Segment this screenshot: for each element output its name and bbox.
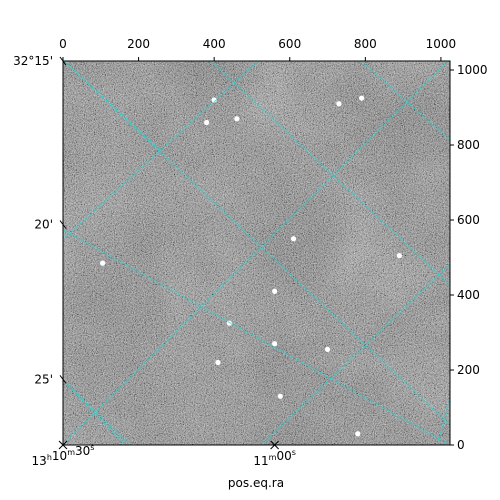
left-dec-axis: 32°15' 20' 25' xyxy=(13,54,67,386)
bright-source xyxy=(272,288,278,294)
ra-tick xyxy=(270,440,279,450)
dec-tick-label: 20' xyxy=(34,218,53,232)
right-tick-label: 200 xyxy=(457,363,480,377)
bottom-ra-axis: 13h10m30s 11m00s xyxy=(32,440,296,468)
bright-source xyxy=(211,97,217,103)
top-tick-label: 1000 xyxy=(426,37,457,51)
bright-source xyxy=(290,236,297,242)
dec-tick-label: 25' xyxy=(34,372,53,386)
x-axis-label: pos.eq.ra xyxy=(228,476,284,490)
bright-source xyxy=(324,346,331,352)
right-pixel-axis: 0 200 400 600 800 1000 xyxy=(450,63,488,452)
bright-source xyxy=(272,341,278,347)
dec-tick xyxy=(59,375,67,384)
grid-line xyxy=(63,61,260,241)
ra-tick-label: 11m00s xyxy=(253,448,296,468)
ra-tick xyxy=(58,440,68,450)
top-pixel-axis: 0 200 400 600 800 1000 xyxy=(59,37,456,61)
grid-line xyxy=(437,399,450,445)
top-tick-label: 600 xyxy=(278,37,301,51)
right-tick-label: 800 xyxy=(457,138,480,152)
bright-source xyxy=(234,116,240,122)
top-tick-label: 0 xyxy=(59,37,67,51)
grid-line xyxy=(63,229,450,445)
grid-line xyxy=(261,264,450,445)
bright-source xyxy=(100,260,106,266)
bright-sources xyxy=(100,95,402,437)
grid-line xyxy=(360,61,450,141)
right-tick-label: 0 xyxy=(457,438,465,452)
grid-line xyxy=(63,61,450,426)
plot-frame xyxy=(62,60,451,446)
bright-source xyxy=(396,253,402,259)
coordinate-grid xyxy=(63,61,450,445)
dec-tick xyxy=(59,56,67,66)
bright-source xyxy=(204,119,210,126)
right-tick-label: 1000 xyxy=(457,63,488,77)
top-tick-label: 800 xyxy=(354,37,377,51)
grid-line xyxy=(63,379,126,445)
dec-tick-label: 32°15' xyxy=(13,54,53,68)
bright-source xyxy=(355,431,361,437)
grid-line xyxy=(63,379,131,445)
bright-source xyxy=(215,359,221,366)
ra-tick-label: 13h10m30s xyxy=(32,443,95,468)
right-tick-label: 400 xyxy=(457,288,480,302)
dec-tick xyxy=(59,220,67,229)
right-tick-label: 600 xyxy=(457,213,480,227)
image-area xyxy=(63,61,450,445)
bright-source xyxy=(336,101,342,107)
grid-line xyxy=(210,61,450,286)
top-tick-label: 200 xyxy=(127,37,150,51)
top-tick-label: 400 xyxy=(203,37,226,51)
bright-source xyxy=(277,393,283,399)
bright-source xyxy=(358,95,365,101)
